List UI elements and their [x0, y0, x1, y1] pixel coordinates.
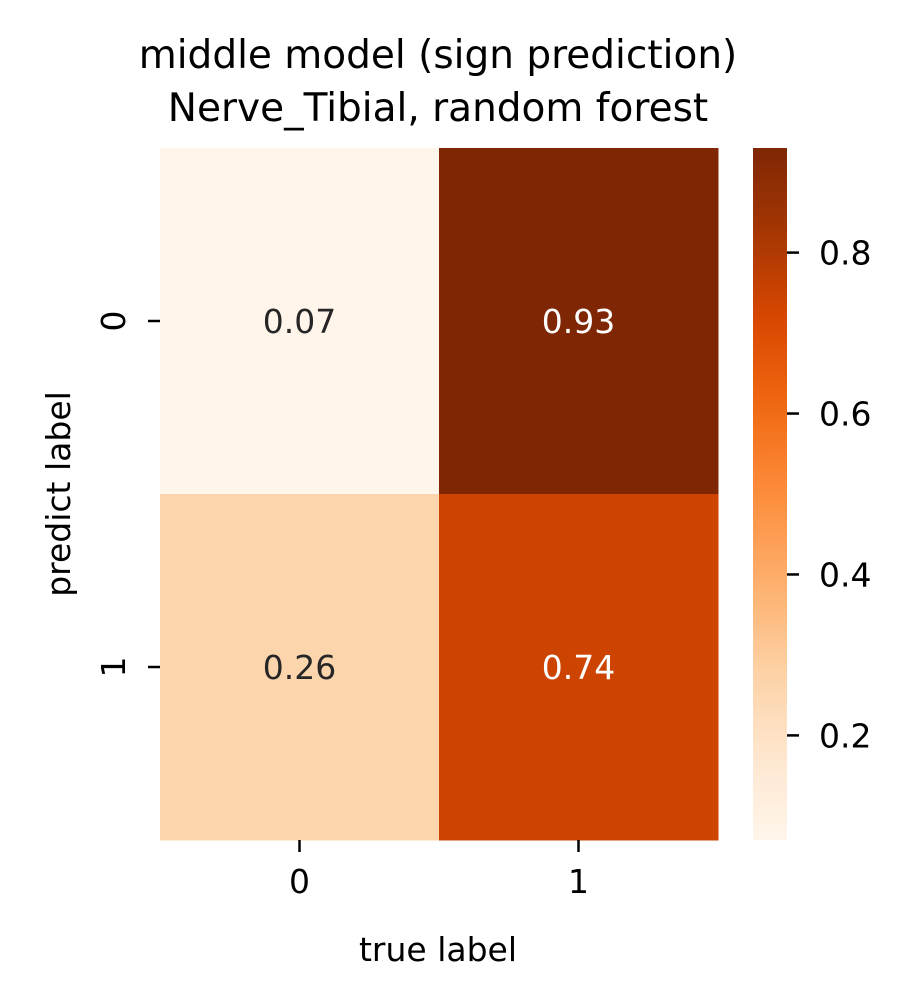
- colorbar-tick-label: 0.8: [819, 234, 871, 273]
- cell-value-label: 0.26: [263, 648, 336, 687]
- chart-title-line-2: Nerve_Tibial, random forest: [168, 86, 708, 131]
- y-tick-label: 0: [94, 311, 133, 332]
- colorbar-tick-label: 0.6: [819, 395, 871, 434]
- x-axis-label: true label: [359, 930, 517, 969]
- colorbar-tick-label: 0.4: [819, 555, 871, 594]
- heatmap-cells: 0.07 0.93 0.26 0.74: [160, 148, 719, 841]
- heatmap-cell: [439, 494, 719, 841]
- x-tick-label: 0: [289, 862, 310, 901]
- y-axis-label: predict label: [39, 391, 78, 597]
- cell-value-label: 0.74: [542, 648, 615, 687]
- cell-value-label: 0.07: [263, 302, 336, 341]
- axis-ticks: 0 1 0 1: [94, 311, 589, 902]
- colorbar-tick-label: 0.2: [819, 716, 871, 755]
- colorbar: [753, 148, 787, 840]
- heatmap-cell: [160, 494, 440, 841]
- y-tick-label: 1: [94, 657, 133, 678]
- x-tick-label: 1: [568, 862, 589, 901]
- chart-title-line-1: middle model (sign prediction): [139, 33, 738, 78]
- heatmap-cell: [439, 148, 719, 495]
- cell-value-label: 0.93: [542, 302, 615, 341]
- colorbar-ticks: 0.2 0.4 0.6 0.8: [787, 234, 871, 755]
- heatmap-cell: [160, 148, 440, 495]
